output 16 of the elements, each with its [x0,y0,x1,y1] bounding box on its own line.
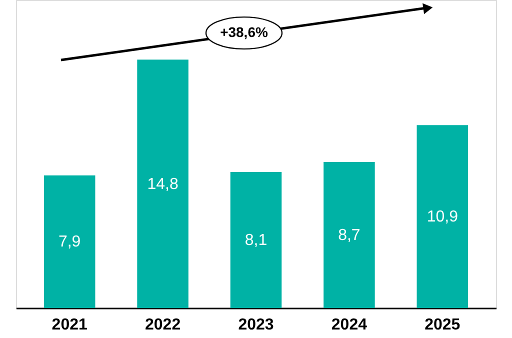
x-tick-label: 2022 [145,316,181,334]
x-tick-label: 2021 [52,316,88,334]
data-label: 7,9 [58,234,81,251]
data-label: 8,1 [244,232,268,250]
x-tick-label: 2024 [331,316,368,334]
data-label: 14,8 [147,176,178,193]
bar [416,125,468,308]
bar [230,172,282,308]
bar [137,60,188,308]
bar [44,175,96,308]
data-label: 8,7 [338,226,360,244]
bar [324,162,375,308]
data-label: 10,9 [426,208,458,226]
x-tick-label: 2023 [238,316,274,334]
x-tick-label: 2025 [424,316,460,334]
text: +38,6% [220,24,268,40]
